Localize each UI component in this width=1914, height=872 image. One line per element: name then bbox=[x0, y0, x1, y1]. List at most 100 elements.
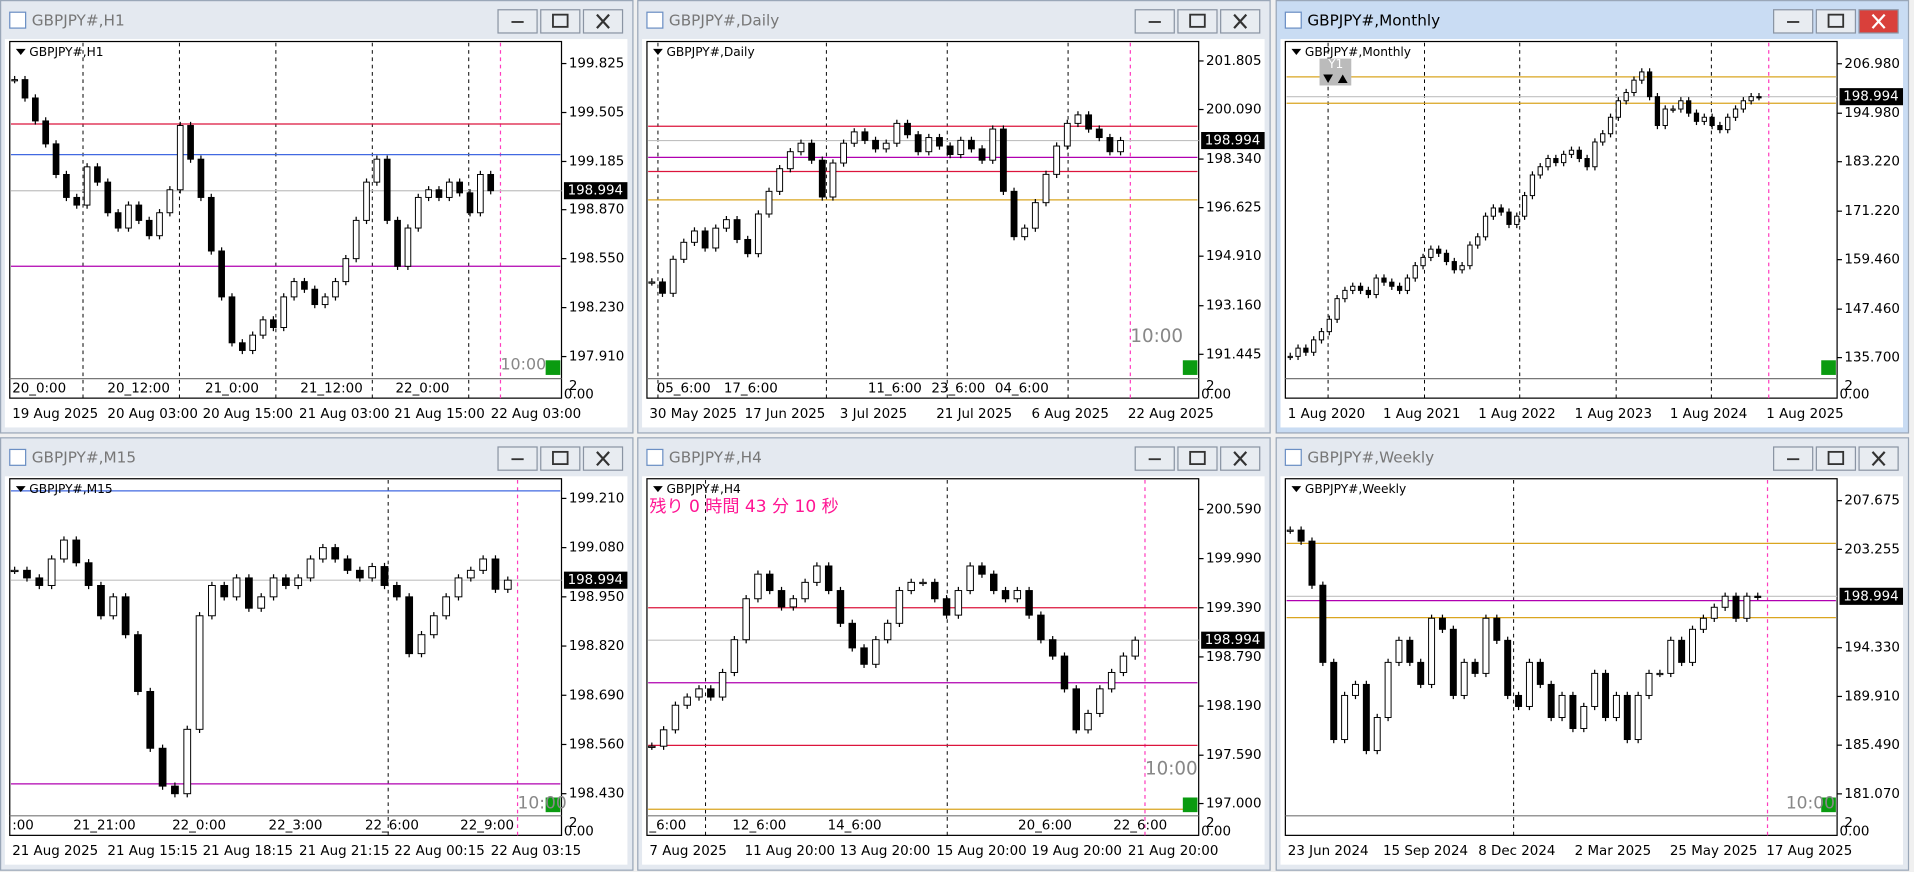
separator-label: 22_9:00 bbox=[460, 819, 514, 834]
chart-window: GBPJPY#,Weekly 207.675 203.255 194.330 189.9… bbox=[1275, 437, 1910, 871]
x-tick-label: 15 Sep 2024 bbox=[1383, 844, 1468, 859]
separator-label: 22_0:00 bbox=[172, 819, 226, 834]
candle-body bbox=[383, 158, 391, 221]
y-tick-label: 196.625 bbox=[1206, 201, 1262, 216]
y-tick-label: 198.340 bbox=[1206, 152, 1262, 167]
candle-body bbox=[701, 230, 709, 249]
symbol-label: GBPJPY#,H1 bbox=[29, 45, 103, 59]
bid-label-bg bbox=[1839, 88, 1904, 106]
candle-body bbox=[479, 558, 488, 571]
maximize-button[interactable] bbox=[540, 446, 581, 471]
candle-body bbox=[466, 569, 475, 579]
candle-body bbox=[695, 688, 703, 698]
candle-body bbox=[1482, 617, 1490, 674]
y-tick-label: 200.090 bbox=[1206, 103, 1262, 118]
candle-body bbox=[1475, 236, 1481, 246]
maximize-button[interactable] bbox=[1815, 9, 1857, 34]
candle-body bbox=[777, 590, 786, 608]
candle-body bbox=[218, 250, 225, 298]
y-tick-label: 197.000 bbox=[1206, 797, 1262, 812]
y-tick-label: 199.990 bbox=[1206, 552, 1262, 567]
candle-body bbox=[1449, 628, 1457, 696]
candle-body bbox=[968, 139, 975, 150]
x-tick-label: 17 Jun 2025 bbox=[745, 407, 826, 422]
candle-body bbox=[1710, 606, 1718, 619]
maximize-button[interactable] bbox=[1815, 446, 1857, 471]
candle-body bbox=[691, 230, 698, 243]
candle-body bbox=[776, 168, 784, 192]
candle-body bbox=[294, 577, 303, 586]
candle-body bbox=[797, 142, 805, 153]
candle-body bbox=[1351, 683, 1359, 696]
y-tick-label: 203.255 bbox=[1844, 542, 1900, 557]
candle-body bbox=[836, 590, 845, 624]
symbol-label: GBPJPY#,Daily bbox=[666, 45, 754, 59]
candle-body bbox=[1686, 100, 1692, 114]
candle-body bbox=[249, 334, 257, 351]
candle-body bbox=[1010, 190, 1018, 238]
x-tick-label: 21 Aug 15:15 bbox=[107, 844, 197, 859]
candle-body bbox=[503, 579, 512, 590]
x-tick-label: 19 Aug 20:00 bbox=[1031, 844, 1121, 859]
candle-body bbox=[10, 569, 19, 573]
candle-body bbox=[848, 622, 856, 649]
candle-body bbox=[659, 281, 666, 294]
bar-timer: 10:00 bbox=[1786, 794, 1835, 814]
candle-body bbox=[893, 122, 901, 144]
candle-body bbox=[1615, 100, 1621, 118]
candle-body bbox=[1013, 590, 1022, 600]
candle-body bbox=[491, 558, 500, 590]
close-glyph bbox=[1871, 13, 1886, 29]
maximize-button[interactable] bbox=[1177, 446, 1218, 471]
status-indicator bbox=[545, 360, 561, 375]
maximize-button[interactable] bbox=[1177, 9, 1218, 34]
y-tick-label: 191.445 bbox=[1206, 347, 1262, 362]
scale-bottom: 0.00 bbox=[1201, 387, 1231, 402]
candle-body bbox=[301, 281, 308, 290]
candle-body bbox=[1389, 281, 1395, 287]
candle-body bbox=[32, 97, 39, 122]
period-button-label: Y1 bbox=[1327, 57, 1343, 71]
candle-body bbox=[850, 131, 858, 144]
candle-body bbox=[1514, 215, 1520, 225]
y-tick-label: 194.910 bbox=[1206, 249, 1262, 264]
candle-body bbox=[648, 745, 656, 748]
candle-body bbox=[1384, 661, 1392, 718]
x-tick-label: 20 Aug 15:00 bbox=[203, 407, 293, 422]
candle-body bbox=[1568, 149, 1575, 155]
separator-label: 22_6:00 bbox=[365, 819, 419, 834]
y-tick-label: 198.230 bbox=[569, 301, 625, 316]
scale-top: 2 bbox=[1844, 379, 1853, 394]
candle-body bbox=[707, 688, 715, 698]
candle-body bbox=[1600, 133, 1606, 143]
maximize-glyph bbox=[552, 450, 569, 466]
candle-body bbox=[1060, 655, 1069, 690]
candle-body bbox=[1438, 617, 1446, 630]
candle-body bbox=[187, 125, 194, 160]
bid-label-bg bbox=[563, 182, 628, 200]
candle-body bbox=[257, 596, 266, 609]
plot-frame bbox=[9, 478, 563, 836]
y-tick-label: 198.560 bbox=[569, 737, 625, 752]
y-tick-label: 198.870 bbox=[569, 203, 625, 218]
scale-bottom: 0.00 bbox=[564, 825, 594, 840]
candle-body bbox=[1308, 540, 1316, 586]
candle-body bbox=[414, 196, 422, 229]
candle-body bbox=[1591, 672, 1599, 707]
candle-body bbox=[1725, 116, 1731, 131]
x-tick-label: 19 Aug 2025 bbox=[12, 407, 98, 422]
separator-label: 21_0:00 bbox=[205, 381, 259, 396]
y-tick-label: 198.690 bbox=[569, 688, 625, 703]
candle-body bbox=[392, 584, 401, 598]
bid-label-bg bbox=[1839, 587, 1904, 605]
candle-body bbox=[331, 547, 340, 560]
x-tick-label: 6 Aug 2025 bbox=[1031, 407, 1108, 422]
y-tick-label: 199.185 bbox=[569, 154, 625, 169]
maximize-button[interactable] bbox=[540, 9, 581, 34]
candle-body bbox=[1131, 639, 1139, 657]
candle-body bbox=[1515, 694, 1523, 707]
candle-body bbox=[818, 159, 826, 198]
candle-body bbox=[1048, 639, 1057, 657]
candle-body bbox=[1602, 672, 1610, 718]
candle-body bbox=[1678, 639, 1686, 663]
